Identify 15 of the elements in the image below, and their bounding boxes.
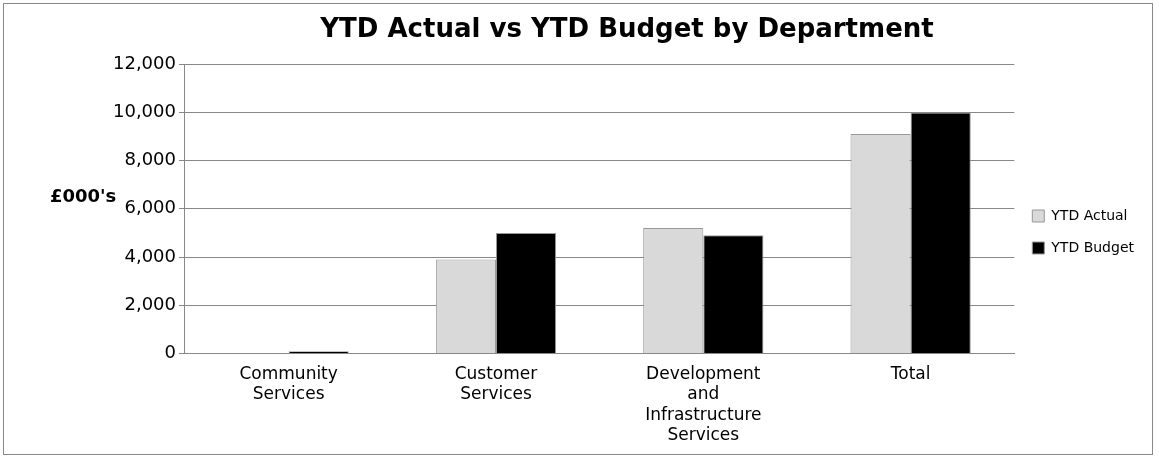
y-axis-title: £000's	[50, 185, 117, 206]
x-tick-label: Development and Infrastructure Services	[645, 363, 762, 445]
legend-label: YTD Actual	[1050, 206, 1128, 223]
x-tick-label: Total	[889, 363, 931, 384]
x-tick-label: Community Services	[239, 363, 338, 404]
y-tick-label: 2,000	[124, 292, 176, 314]
y-tick-label: 6,000	[124, 196, 176, 218]
legend-label: YTD Budget	[1050, 238, 1135, 255]
chart-title: YTD Actual vs YTD Budget by Department	[319, 13, 934, 44]
y-tick-label: 4,000	[124, 244, 176, 266]
y-tick-label: 10,000	[113, 100, 176, 122]
x-tick-label: Customer Services	[454, 363, 538, 404]
y-tick-label: 0	[164, 341, 176, 363]
y-tick-label: 8,000	[124, 148, 176, 170]
y-tick-label: 12,000	[113, 51, 176, 73]
